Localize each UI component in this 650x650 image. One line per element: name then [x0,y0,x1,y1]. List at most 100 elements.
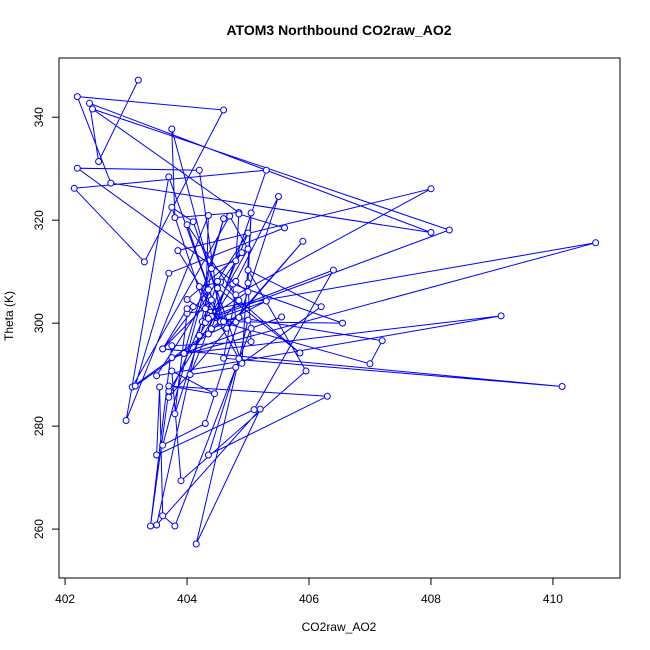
data-point [244,266,252,274]
data-point [186,371,194,379]
data-point [497,312,505,320]
x-tick-label: 406 [299,592,319,606]
data-point [171,522,179,530]
data-point [153,372,161,380]
data-point [189,218,197,226]
data-point [195,166,203,174]
data-point [378,337,386,345]
data-point [153,451,161,459]
data-point [223,324,231,332]
data-point [211,390,218,398]
data-point [70,184,78,192]
series-points [70,76,600,548]
data-point [153,521,161,529]
data-point [244,229,252,237]
data-point [165,173,173,181]
data-point [195,283,203,291]
data-point [220,106,228,114]
data-point [189,303,197,311]
data-point [180,350,188,357]
data-point [195,332,203,339]
data-point [339,319,346,327]
y-tick-label: 280 [32,416,46,436]
data-point [220,318,228,326]
data-point [244,245,252,253]
data-point [235,314,243,321]
data-point [302,367,310,375]
data-point [329,266,337,274]
data-point [226,212,234,220]
data-point [86,99,93,107]
data-point [165,269,173,277]
data-point [220,215,228,223]
data-point [427,185,435,193]
data-point [73,93,81,101]
data-point [73,164,81,172]
data-point [207,265,215,273]
data-point [171,214,179,222]
data-point [445,226,453,234]
plot-frame [58,57,621,579]
x-tick-label: 408 [421,592,441,606]
data-point [204,315,212,322]
data-point [201,420,209,427]
y-tick-label: 260 [32,519,46,539]
data-point [232,277,240,285]
data-point [281,224,289,232]
data-point [168,367,176,375]
data-point [159,345,167,353]
data-point [183,221,191,229]
data-point [244,288,252,296]
data-point [107,179,115,187]
data-point [235,210,243,218]
data-point [183,296,191,303]
data-point [214,277,221,285]
x-tick-label: 410 [543,592,563,606]
data-point [232,257,240,265]
data-point [147,522,154,530]
data-point [159,441,167,449]
data-point [134,76,142,84]
data-point [168,125,176,133]
data-point [262,166,270,174]
data-point [204,330,212,338]
data-point [165,393,173,401]
data-point [204,286,212,294]
data-point [592,239,600,247]
data-point [183,305,191,313]
data-point [168,342,176,350]
data-point [323,392,331,400]
data-point [204,451,212,459]
data-point [177,477,185,485]
data-point [247,324,255,332]
data-point [427,229,435,236]
data-point [168,354,176,362]
data-point [192,540,200,548]
x-axis-label: CO2raw_AO2 [302,620,377,634]
data-point [165,382,173,390]
y-tick-label: 320 [32,210,46,230]
data-point [207,325,215,333]
data-point [250,406,258,414]
data-point [299,237,307,245]
data-point [204,212,212,219]
data-point [558,383,566,390]
data-point [296,349,304,357]
data-point [256,405,264,413]
data-point [171,410,179,418]
x-tick-label: 402 [55,592,75,606]
data-point [168,203,176,211]
data-point [232,363,240,371]
data-point [235,355,243,363]
data-point [232,291,240,299]
data-point [156,383,164,391]
data-point [317,303,325,311]
y-axis-label: Theta (K) [2,291,16,341]
data-point [174,247,182,255]
y-tick-label: 340 [32,107,46,127]
data-point [95,158,103,165]
data-point [131,382,139,390]
data-point [238,249,246,257]
data-point [201,305,209,313]
